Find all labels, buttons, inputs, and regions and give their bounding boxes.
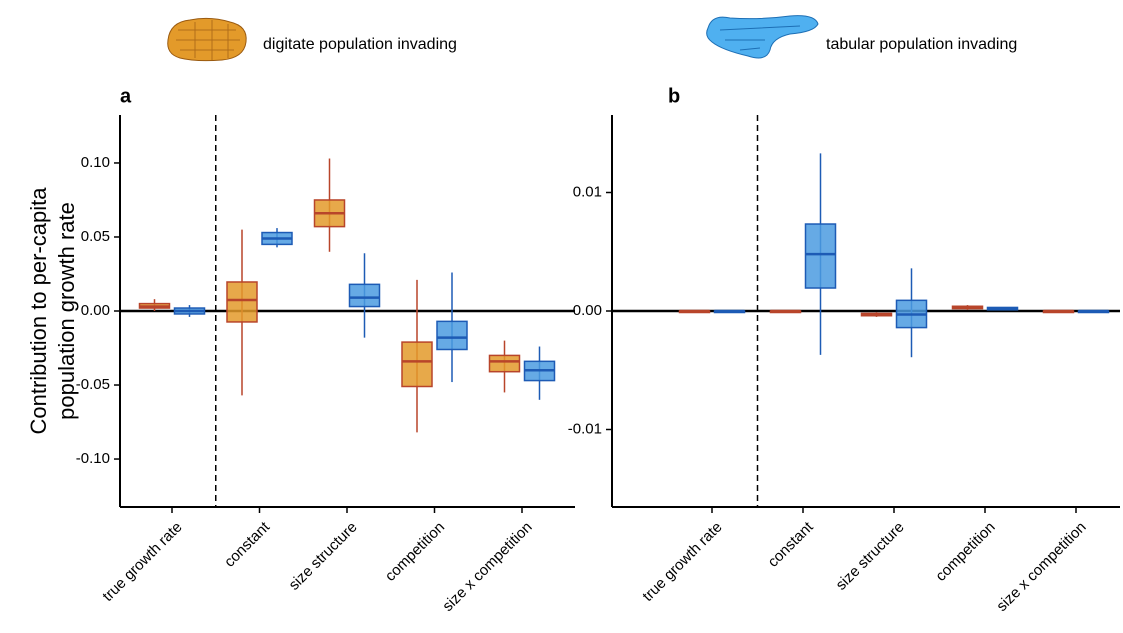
legend-label: tabular population invading bbox=[826, 36, 1017, 53]
y-tick-label: -0.01 bbox=[568, 420, 602, 437]
box-body bbox=[436, 320, 468, 351]
y-tick-label: 0.10 bbox=[81, 154, 110, 171]
y-axis-label-line: population growth rate bbox=[54, 202, 79, 420]
y-axis-label: Contribution to per-capita population gro… bbox=[26, 187, 79, 435]
box-body bbox=[804, 223, 837, 289]
y-tick-label: -0.10 bbox=[76, 450, 110, 467]
legend-icon-tabular bbox=[706, 15, 819, 59]
y-axis-label-line: Contribution to per-capita bbox=[26, 187, 51, 435]
box-body bbox=[348, 283, 381, 308]
x-tick-label: size x competition bbox=[439, 519, 535, 615]
x-tick-label: true growth rate bbox=[639, 519, 725, 605]
box-body bbox=[401, 341, 433, 388]
y-tick-label: -0.05 bbox=[76, 376, 110, 393]
x-tick-label: true growth rate bbox=[99, 519, 185, 605]
x-tick-label: competition bbox=[382, 519, 448, 585]
panel-label: b bbox=[668, 85, 680, 107]
y-tick-label: 0.05 bbox=[81, 228, 110, 245]
legend-icon-digitate bbox=[167, 17, 247, 62]
box-body bbox=[488, 354, 521, 373]
x-tick-label: constant bbox=[765, 518, 818, 571]
x-tick-label: constant bbox=[221, 518, 274, 571]
panel-label: a bbox=[120, 85, 132, 107]
x-tick-label: size structure bbox=[286, 519, 361, 594]
y-tick-label: 0.00 bbox=[81, 302, 110, 319]
legend-label: digitate population invading bbox=[263, 36, 457, 53]
box-body bbox=[226, 281, 258, 323]
x-tick-label: size x competition bbox=[993, 519, 1089, 615]
x-tick-label: size structure bbox=[833, 519, 908, 594]
x-tick-label: competition bbox=[932, 519, 998, 585]
y-tick-label: 0.00 bbox=[573, 302, 602, 319]
y-tick-label: 0.01 bbox=[573, 183, 602, 200]
